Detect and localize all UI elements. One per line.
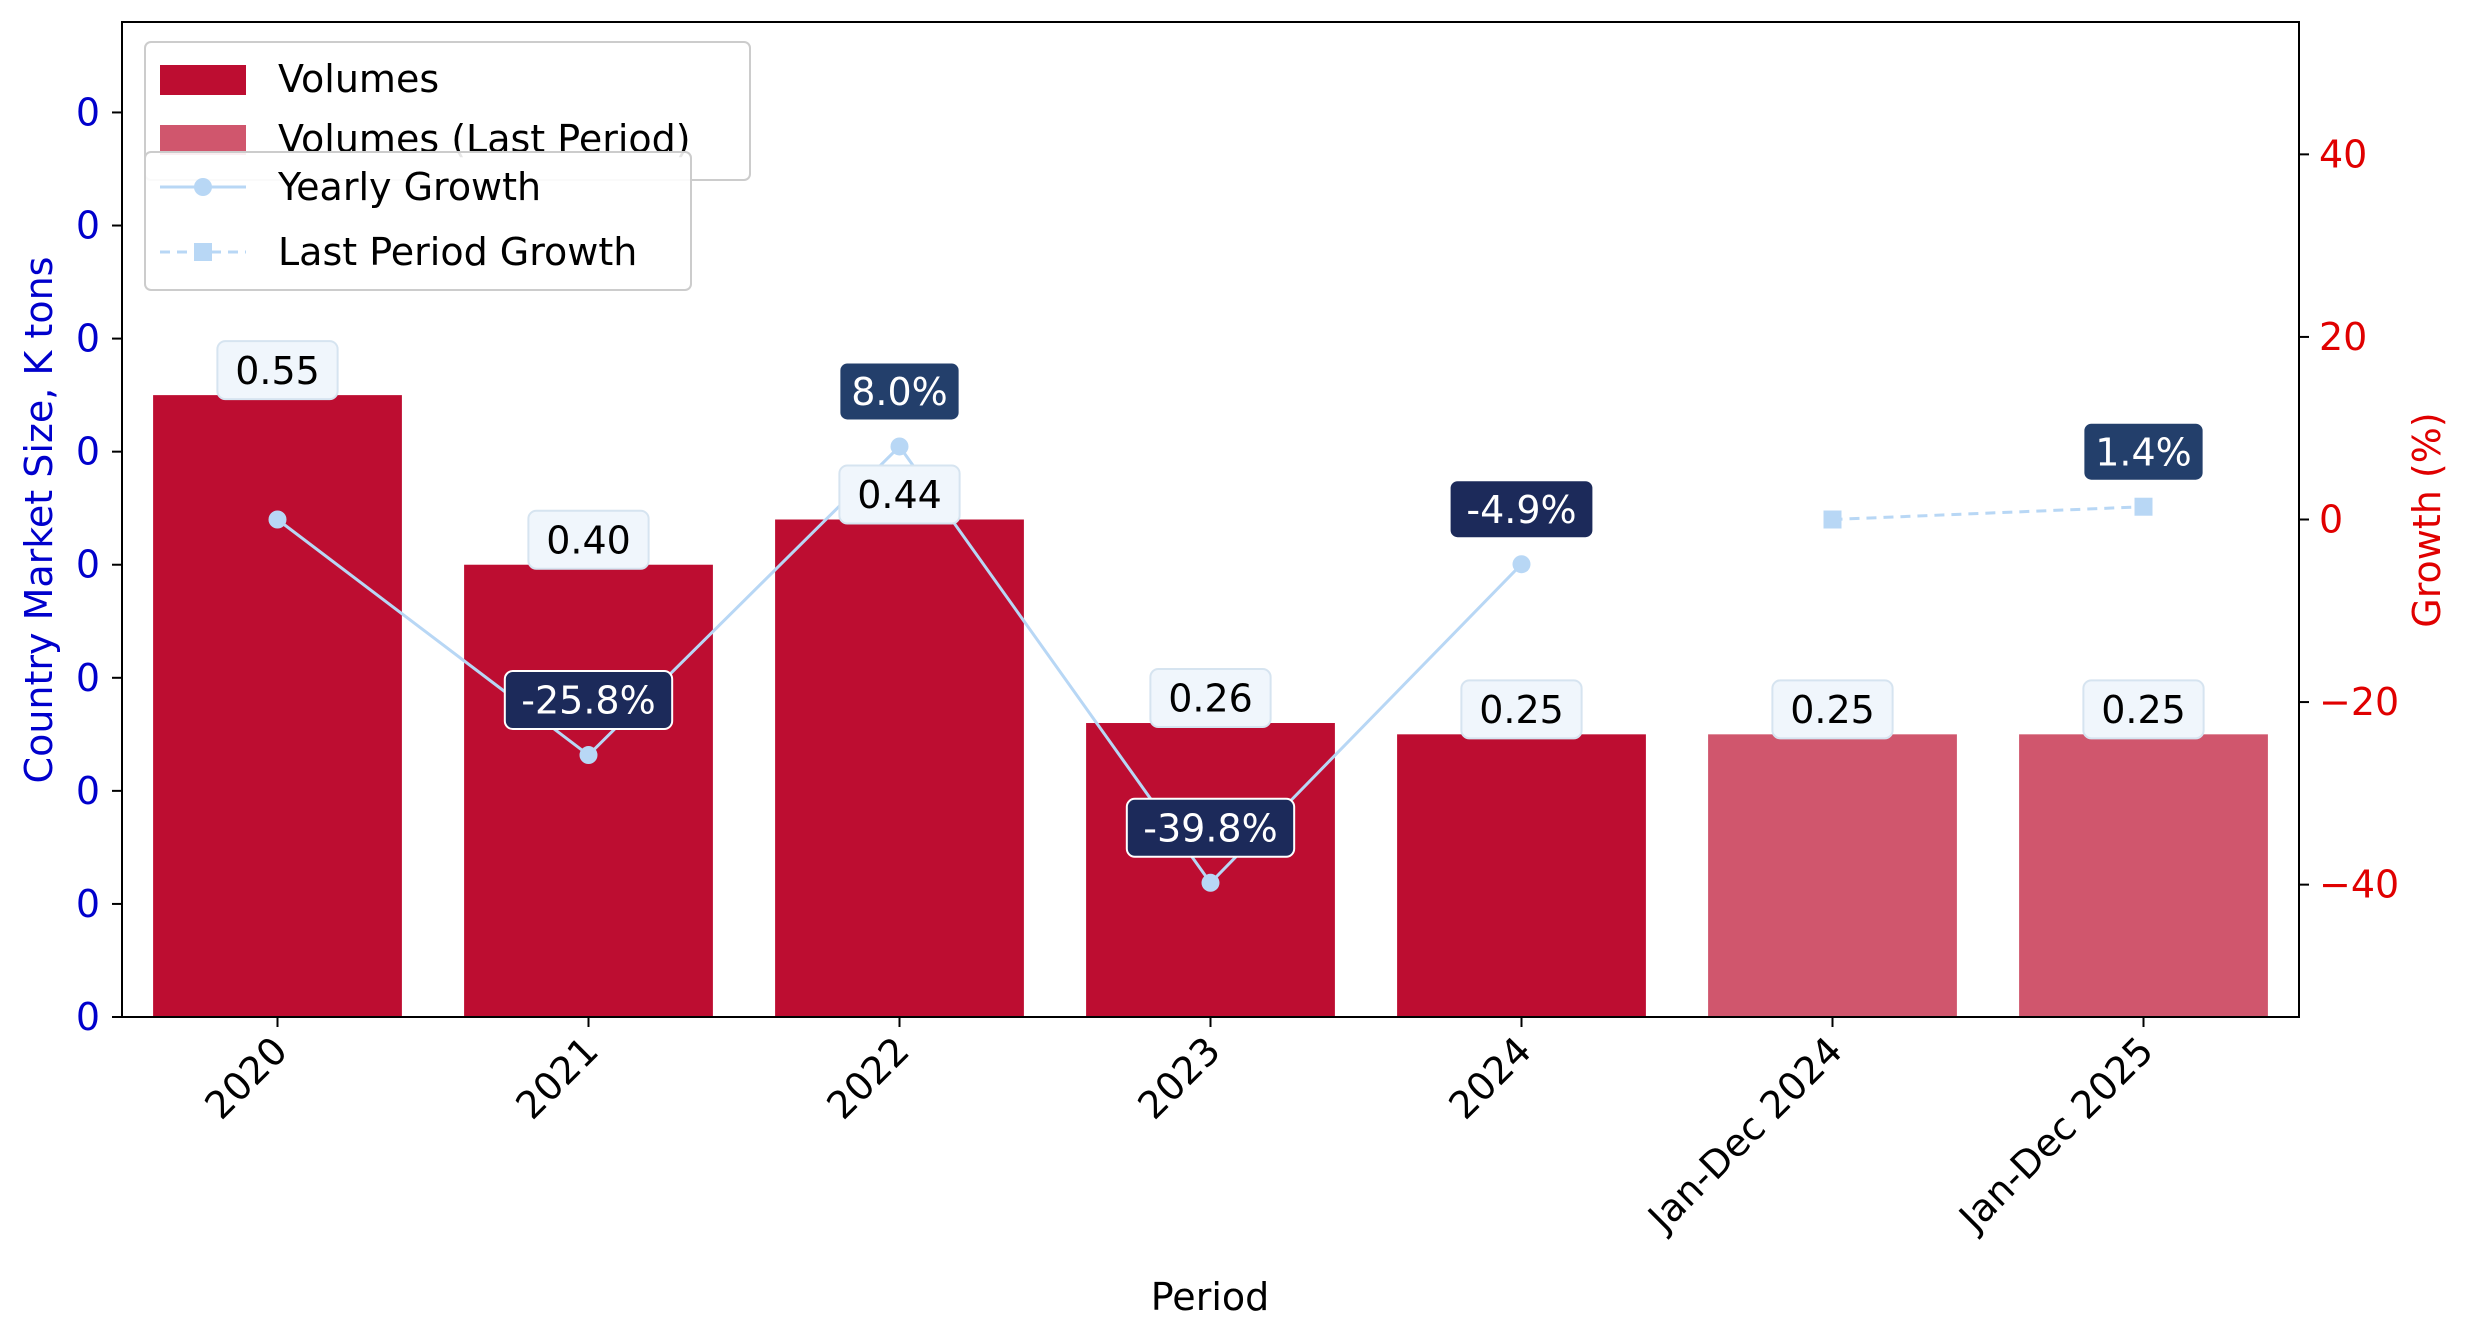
growth-label-yearly-growth-1: -25.8% (503, 670, 674, 731)
bar-volumes-4 (1397, 734, 1646, 1017)
y-tick-label-8: 0 (76, 90, 100, 134)
y-tick-label-7: 0 (76, 204, 100, 248)
bar-volumes-2 (775, 519, 1024, 1017)
value-label-volumes-4-text: 0.25 (1479, 688, 1564, 732)
growth-label-last-period-growth-6: 1.4% (2082, 421, 2205, 482)
bar-volumes-3 (1086, 723, 1335, 1017)
data-labels-layer: 0.55 0.40 0.44 0.26 0.25 0.25 0.25 -25.8% 8.0% -3… (216, 340, 2205, 858)
x-axis-title: Period (1151, 1275, 1270, 1319)
growth-label-yearly-growth-1-text: -25.8% (521, 679, 655, 723)
x-tick-label-2: 2022 (818, 1028, 918, 1128)
value-label-volumes-last-period-6: 0.25 (2082, 679, 2205, 740)
y-axis-title: Country Market Size, K tons (17, 257, 61, 784)
point-yearly-growth-2 (890, 437, 909, 456)
growth-label-yearly-growth-4: -4.9% (1448, 479, 1595, 540)
point-yearly-growth-4 (1512, 555, 1531, 574)
value-label-volumes-0-text: 0.55 (235, 349, 320, 393)
y2-tick-label-3: 20 (2319, 315, 2367, 359)
x-tick-label-5: Jan-Dec 2024 (1638, 1028, 1851, 1241)
legend-swatch-volumes (160, 65, 246, 95)
y-tick-label-5: 0 (76, 430, 100, 474)
legend-label-volumes: Volumes (278, 57, 439, 101)
line-last-period-growth (1832, 505, 2144, 521)
x-tick-label-4: 2024 (1440, 1028, 1540, 1128)
growth-label-yearly-growth-4-text: -4.9% (1466, 488, 1576, 532)
value-label-volumes-2-text: 0.44 (857, 473, 942, 517)
point-last-period-growth-6 (2134, 497, 2153, 516)
y-tick-label-1: 0 (76, 882, 100, 926)
growth-label-yearly-growth-3-text: -39.8% (1143, 806, 1277, 850)
x-tick-label-6: Jan-Dec 2025 (1949, 1028, 2162, 1241)
x-tick-label-0: 2020 (196, 1028, 296, 1128)
legend-label-yearly-growth: Yearly Growth (277, 165, 541, 209)
y-tick-label-3: 0 (76, 656, 100, 700)
x-tick-label-1: 2021 (507, 1028, 607, 1128)
growth-label-yearly-growth-2: 8.0% (838, 361, 961, 422)
value-label-volumes-3: 0.26 (1149, 668, 1272, 729)
point-yearly-growth-0 (268, 510, 287, 529)
value-label-volumes-1-text: 0.40 (546, 518, 631, 562)
legend-label-last-period-growth: Last Period Growth (278, 230, 637, 274)
legend-marker-yearly-growth (194, 178, 212, 196)
growth-label-last-period-growth-6-text: 1.4% (2095, 430, 2192, 474)
value-label-volumes-2: 0.44 (838, 464, 961, 525)
value-label-volumes-last-period-6-text: 0.25 (2101, 688, 2186, 732)
value-label-volumes-4: 0.25 (1460, 679, 1583, 740)
legend-swatch-volumes-last-period (160, 125, 246, 155)
bar-volumes-1 (464, 564, 713, 1017)
legend-marker-last-period-growth (194, 243, 212, 261)
y-tick-label-0: 0 (76, 995, 100, 1039)
y2-tick-label-2: 0 (2319, 498, 2343, 542)
value-label-volumes-3-text: 0.26 (1168, 677, 1253, 721)
y2-tick-label-0: −40 (2319, 863, 2399, 907)
bar-volumes-last-period-5 (1708, 734, 1957, 1017)
growth-label-yearly-growth-2-text: 8.0% (851, 370, 948, 414)
value-label-volumes-0: 0.55 (216, 340, 339, 401)
bar-volumes-0 (153, 395, 402, 1017)
growth-label-yearly-growth-3: -39.8% (1125, 797, 1296, 858)
y2-axis-title: Growth (%) (2405, 412, 2449, 627)
y-tick-label-2: 0 (76, 769, 100, 813)
bar-volumes-last-period-6 (2019, 734, 2268, 1017)
y-tick-label-4: 0 (76, 543, 100, 587)
x-tick-label-3: 2023 (1129, 1028, 1229, 1128)
legend-lines: Yearly Growth Last Period Growth (144, 151, 692, 291)
y2-tick-label-4: 40 (2319, 132, 2367, 176)
growth-lines-layer (268, 437, 2153, 892)
value-label-volumes-last-period-5-text: 0.25 (1790, 688, 1875, 732)
point-yearly-growth-3 (1201, 873, 1220, 892)
value-label-volumes-last-period-5: 0.25 (1771, 679, 1894, 740)
point-last-period-growth-5 (1823, 510, 1842, 529)
y2-tick-label-1: −20 (2319, 680, 2399, 724)
value-label-volumes-1: 0.40 (527, 509, 650, 570)
point-yearly-growth-1 (579, 746, 598, 765)
y-tick-label-6: 0 (76, 317, 100, 361)
bars-layer (153, 395, 2268, 1017)
